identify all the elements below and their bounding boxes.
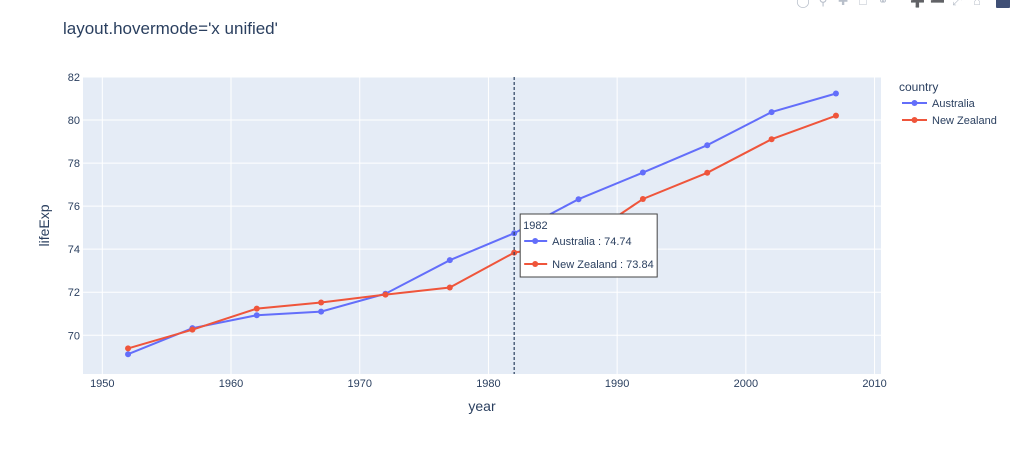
data-point xyxy=(704,169,711,176)
legend-item-label: New Zealand xyxy=(932,115,997,127)
hover-entry: Australia : 74.74 xyxy=(552,236,632,248)
data-point xyxy=(125,345,132,352)
hover-tooltip: 1982 Australia : 74.74 New Zealand : 73.84 xyxy=(519,213,658,278)
data-point xyxy=(189,326,196,333)
data-point xyxy=(832,112,839,119)
axis-ticks: 1950 1960 1970 1980 1990 2000 2010 70 72 74 76 78 80… xyxy=(68,72,887,390)
series-line-australia xyxy=(127,92,837,356)
y-tick-label: 78 xyxy=(68,158,80,170)
hover-entry: New Zealand : 73.84 xyxy=(552,259,654,271)
legend: country Australia New Zealand xyxy=(899,80,997,127)
y-tick-label: 74 xyxy=(68,244,80,256)
plot-area[interactable] xyxy=(83,77,881,374)
data-point xyxy=(318,299,325,306)
lasso-select-icon[interactable]: ⚭ xyxy=(877,0,889,8)
hover-header: 1982 xyxy=(523,220,547,232)
x-tick-label: 1990 xyxy=(605,378,629,390)
x-tick-label: 1960 xyxy=(219,378,243,390)
data-point xyxy=(639,196,646,203)
data-point xyxy=(446,284,453,291)
grid xyxy=(83,76,881,374)
data-point xyxy=(253,312,260,319)
camera-icon[interactable]: ◯ xyxy=(796,0,810,8)
hover-swatch-marker xyxy=(532,238,539,244)
y-axis-label: lifeExp xyxy=(36,204,52,246)
zoom-in-icon[interactable]: ➕ xyxy=(910,0,925,8)
y-tick-label: 80 xyxy=(68,115,80,127)
x-tick-label: 1980 xyxy=(476,378,500,390)
data-point xyxy=(832,90,839,97)
autoscale-icon[interactable]: ⤢ xyxy=(952,0,962,8)
x-axis-label: year xyxy=(468,398,496,414)
data-point xyxy=(639,169,646,176)
x-tick-label: 2010 xyxy=(862,378,886,390)
data-point xyxy=(446,257,453,264)
data-point xyxy=(768,136,775,143)
y-tick-label: 70 xyxy=(68,330,80,342)
y-tick-label: 72 xyxy=(68,287,80,299)
legend-title: country xyxy=(899,80,938,94)
y-tick-label: 82 xyxy=(68,72,80,84)
y-tick-label: 76 xyxy=(68,201,80,213)
data-point xyxy=(575,196,582,203)
legend-swatch-marker xyxy=(911,100,918,106)
x-tick-label: 1970 xyxy=(347,378,371,390)
pan-icon[interactable]: ✚ xyxy=(837,0,849,8)
hover-box xyxy=(519,213,658,278)
series-line-new-zealand xyxy=(127,114,837,350)
reset-axes-icon[interactable]: ⌂ xyxy=(973,0,981,8)
plotly-logo-icon[interactable] xyxy=(996,0,1010,8)
x-tick-label: 1950 xyxy=(90,378,114,390)
x-tick-label: 2000 xyxy=(734,378,758,390)
data-point xyxy=(318,308,325,315)
zoom-out-icon[interactable]: ➖ xyxy=(930,0,945,8)
chart-title: layout.hovermode='x unified' xyxy=(63,19,278,38)
data-point xyxy=(253,305,260,312)
data-point xyxy=(768,109,775,116)
legend-item-label: Australia xyxy=(932,98,976,110)
modebar: ◯ ⚲ ✚ □ ⚭ ➕ ➖ ⤢ ⌂ xyxy=(796,0,1010,8)
legend-swatch-marker xyxy=(911,117,918,123)
hover-swatch-marker xyxy=(532,261,539,267)
data-point xyxy=(704,142,711,149)
zoom-icon[interactable]: ⚲ xyxy=(818,0,828,8)
data-point xyxy=(125,351,132,358)
data-point xyxy=(382,291,389,298)
box-select-icon[interactable]: □ xyxy=(859,0,867,8)
